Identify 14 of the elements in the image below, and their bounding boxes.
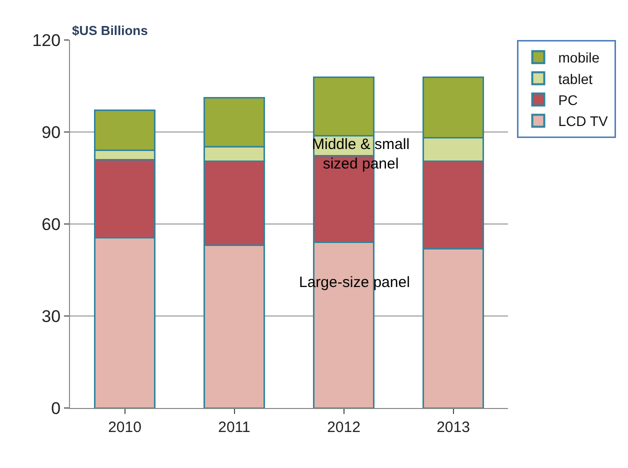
x-tick-label: 2011 — [218, 419, 250, 436]
y-axis-title: $US Billions — [72, 23, 148, 38]
legend-label: mobile — [558, 50, 600, 66]
x-tick-label: 2010 — [108, 419, 142, 436]
y-tick-label: 0 — [51, 398, 61, 418]
legend-label: tablet — [558, 70, 593, 87]
legend-label: PC — [558, 92, 578, 108]
x-tick-label: 2012 — [327, 419, 360, 436]
y-tick-label: 120 — [32, 30, 61, 50]
legend-label: LCD TV — [558, 113, 608, 130]
y-tick-label: 60 — [42, 214, 61, 234]
y-tick-label: 90 — [42, 122, 61, 142]
y-tick-label: 30 — [42, 306, 61, 326]
x-tick-label: 2013 — [436, 419, 470, 436]
